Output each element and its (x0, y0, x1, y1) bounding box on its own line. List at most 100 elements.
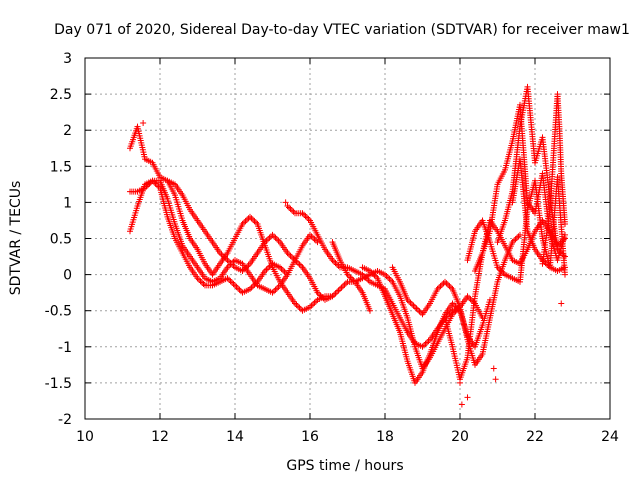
data-point (314, 239, 321, 246)
x-tick-label: 18 (376, 429, 394, 445)
data-point (275, 283, 282, 290)
data-point (311, 299, 318, 306)
axis-ticks: 10 12 14 16 18 20 22 24 -2 -1.5 -1 -0.5 0 0.5 1 1.5 2 2.5… (45, 51, 619, 445)
data-point (284, 271, 291, 278)
data-point (287, 205, 294, 212)
data-point (199, 279, 205, 286)
data-point (562, 253, 568, 260)
y-tick-label: 0 (63, 268, 72, 284)
data-point (558, 300, 565, 307)
data-point (367, 307, 373, 314)
data-point (416, 308, 423, 315)
x-tick-label: 12 (151, 429, 169, 445)
data-point (229, 261, 235, 268)
data-point (410, 302, 417, 309)
data-point (280, 267, 286, 274)
data-point (409, 301, 415, 308)
data-point (232, 282, 238, 289)
data-point (248, 215, 255, 222)
x-tick-label: 22 (526, 429, 544, 445)
y-tick-label: 1 (63, 195, 72, 211)
data-point (289, 207, 295, 214)
data-point (445, 281, 451, 288)
data-point (512, 236, 519, 243)
data-point (227, 260, 234, 267)
data-point (230, 280, 237, 287)
data-point (233, 283, 240, 290)
data-point (251, 218, 258, 225)
y-tick-label: -0.5 (45, 304, 72, 320)
data-point (407, 299, 414, 306)
y-tick-label: -1.5 (45, 376, 72, 392)
data-point (338, 284, 345, 291)
data-point (442, 278, 448, 285)
data-point (290, 208, 297, 215)
data-point (464, 394, 471, 401)
data-point (337, 286, 343, 293)
data-point (271, 288, 277, 295)
data-point (335, 287, 342, 294)
data-point (562, 271, 568, 278)
y-axis-label: SDTVAR / TECUs (8, 181, 24, 296)
data-point (332, 290, 339, 297)
chart-title: Day 071 of 2020, Sidereal Day-to-day VTE… (54, 22, 630, 38)
data-point (197, 278, 204, 285)
data-point (386, 275, 393, 282)
x-axis-label: GPS time / hours (286, 458, 403, 474)
data-point (242, 218, 249, 225)
y-tick-label: 0.5 (50, 232, 72, 248)
x-tick-label: 10 (76, 429, 94, 445)
data-point (492, 376, 499, 383)
data-point (298, 262, 304, 269)
data-point (458, 401, 465, 408)
data-point (282, 199, 289, 206)
data-point (263, 266, 270, 273)
y-tick-label: 2 (63, 123, 72, 139)
data-point (247, 213, 253, 220)
data-point (514, 234, 520, 241)
data-point (200, 280, 207, 287)
data-point (412, 304, 418, 311)
y-tick-label: 3 (63, 51, 72, 67)
data-point (415, 306, 421, 313)
data-point (490, 365, 497, 372)
data-point (343, 280, 349, 287)
data-point (424, 339, 430, 346)
data-point (304, 214, 310, 221)
data-point (226, 276, 232, 283)
data-point (340, 283, 346, 290)
data-point (421, 342, 427, 349)
data-points (127, 83, 568, 408)
data-point (562, 221, 568, 228)
x-tick-label: 20 (451, 429, 469, 445)
data-point (301, 211, 307, 218)
data-point (235, 285, 241, 292)
data-point (274, 285, 280, 292)
x-tick-label: 24 (601, 429, 619, 445)
data-point (457, 379, 463, 386)
data-point (238, 288, 244, 295)
data-point (425, 338, 432, 345)
y-tick-label: -1 (58, 340, 72, 356)
data-point (446, 283, 453, 290)
x-tick-label: 14 (226, 429, 244, 445)
data-point (347, 274, 354, 281)
data-point (439, 281, 445, 288)
data-point (310, 301, 316, 308)
data-point (274, 236, 280, 243)
data-point (298, 306, 304, 313)
data-point (310, 234, 316, 241)
data-point (295, 303, 301, 310)
y-tick-label: 2.5 (50, 87, 72, 103)
data-point (331, 258, 337, 265)
data-point (332, 260, 339, 267)
y-tick-label: -2 (58, 412, 72, 428)
data-point (272, 234, 279, 241)
data-point (265, 265, 271, 272)
data-point (286, 204, 292, 211)
data-point (229, 279, 235, 286)
data-point (140, 119, 147, 126)
data-point (287, 252, 294, 259)
data-point (341, 281, 348, 288)
